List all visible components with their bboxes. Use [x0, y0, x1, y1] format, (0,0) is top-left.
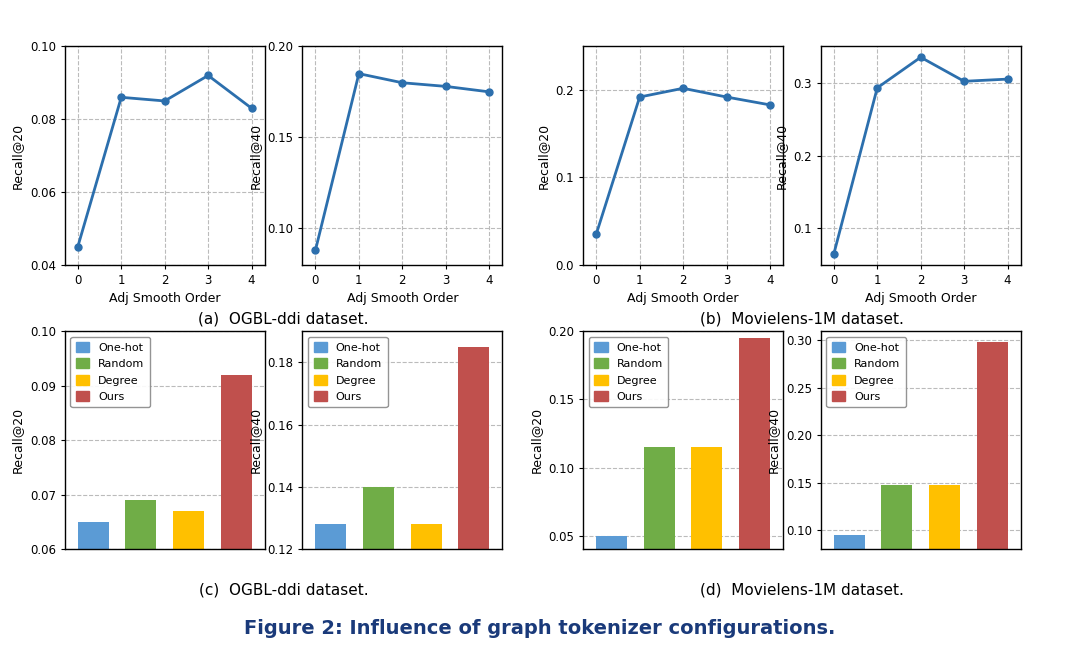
Text: (c)  OGBL-ddi dataset.: (c) OGBL-ddi dataset. [199, 583, 368, 598]
Text: (d)  Movielens-1M dataset.: (d) Movielens-1M dataset. [700, 583, 904, 598]
Y-axis label: Recall@20: Recall@20 [11, 122, 24, 189]
X-axis label: Adj Smooth Order: Adj Smooth Order [865, 293, 976, 305]
Bar [125, 500, 157, 662]
Legend: One-hot, Random, Degree, Ours: One-hot, Random, Degree, Ours [70, 336, 150, 407]
Text: (b)  Movielens-1M dataset.: (b) Movielens-1M dataset. [700, 311, 904, 326]
Text: (a)  OGBL-ddi dataset.: (a) OGBL-ddi dataset. [199, 311, 368, 326]
Y-axis label: Recall@40: Recall@40 [767, 407, 780, 473]
Y-axis label: Recall@40: Recall@40 [248, 122, 261, 189]
Legend: One-hot, Random, Degree, Ours: One-hot, Random, Degree, Ours [589, 336, 669, 407]
Y-axis label: Recall@40: Recall@40 [248, 407, 261, 473]
Bar [410, 524, 442, 662]
Bar [691, 447, 723, 604]
Bar [458, 347, 489, 662]
Y-axis label: Recall@20: Recall@20 [529, 407, 542, 473]
Bar [78, 522, 109, 662]
Bar [220, 375, 252, 662]
Bar [739, 338, 770, 604]
Bar [834, 535, 865, 626]
Bar [976, 342, 1008, 626]
X-axis label: Adj Smooth Order: Adj Smooth Order [347, 293, 458, 305]
Bar [929, 485, 960, 626]
Bar [596, 536, 627, 604]
Legend: One-hot, Random, Degree, Ours: One-hot, Random, Degree, Ours [826, 336, 906, 407]
Bar [173, 511, 204, 662]
Bar [881, 485, 913, 626]
Y-axis label: Recall@20: Recall@20 [537, 122, 550, 189]
Bar [363, 487, 394, 662]
X-axis label: Adj Smooth Order: Adj Smooth Order [627, 293, 739, 305]
X-axis label: Adj Smooth Order: Adj Smooth Order [109, 293, 220, 305]
Y-axis label: Recall@20: Recall@20 [11, 407, 24, 473]
Y-axis label: Recall@40: Recall@40 [774, 122, 787, 189]
Bar [644, 447, 675, 604]
Legend: One-hot, Random, Degree, Ours: One-hot, Random, Degree, Ours [308, 336, 388, 407]
Text: Figure 2: Influence of graph tokenizer configurations.: Figure 2: Influence of graph tokenizer c… [244, 620, 836, 638]
Bar [315, 524, 347, 662]
